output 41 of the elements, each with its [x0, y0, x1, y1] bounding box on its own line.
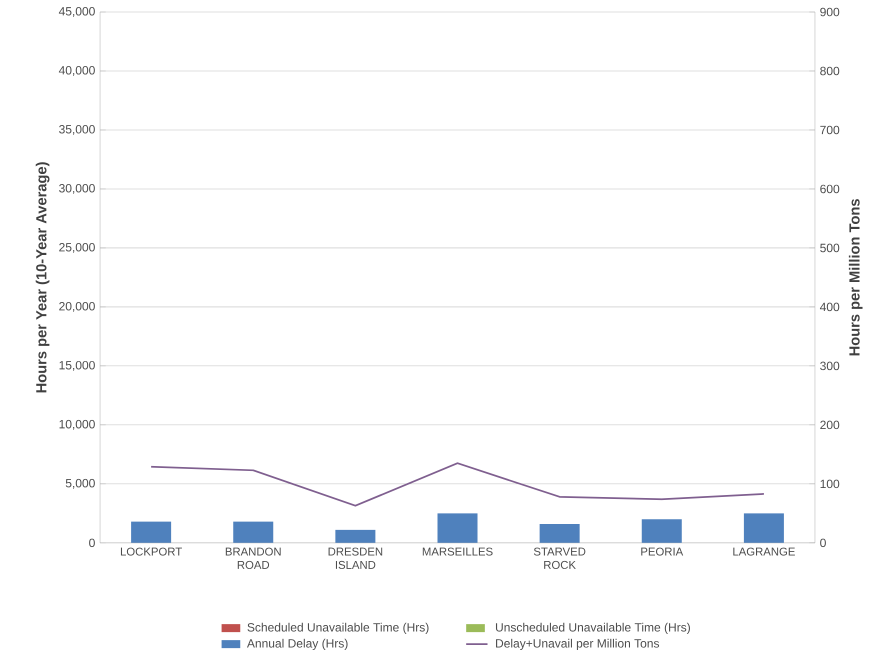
y-tick-label: 35,000 — [59, 124, 95, 135]
y2-tick-label: 0 — [820, 538, 826, 548]
y-tick-label: 45,000 — [58, 6, 95, 17]
bar — [642, 519, 682, 543]
bar — [744, 513, 784, 543]
y2-tick-label: 800 — [820, 66, 840, 76]
y-tick-label: 0 — [89, 538, 95, 548]
y2-tick-label: 200 — [820, 420, 840, 430]
y-tick-label: 30,000 — [59, 184, 95, 194]
x-tick-label: STARVED ROCK — [534, 547, 586, 569]
x-tick-label: DRESDEN ISLAND — [328, 547, 382, 569]
x-tick-label: LAGRANGE — [733, 547, 795, 556]
legend-label: Annual Delay (Hrs) — [246, 638, 348, 650]
y-tick-label: 25,000 — [59, 242, 95, 253]
bar — [540, 524, 580, 543]
bar — [233, 522, 274, 543]
y2-axis-title: Hours per Million Tons — [848, 198, 863, 356]
y2-tick-label: 100 — [820, 480, 840, 488]
y2-tick-label: 600 — [820, 184, 840, 194]
y-axis-title: Hours per Year (10-Year Average) — [36, 162, 50, 392]
bar — [438, 513, 478, 543]
y-tick-label: 15,000 — [60, 360, 95, 371]
line-series — [150, 462, 765, 506]
bar — [335, 530, 376, 543]
y-tick-label: 5,000 — [66, 478, 95, 489]
y-tick-label: 10,000 — [60, 420, 95, 430]
x-tick-label: LOCKPORT — [120, 547, 182, 556]
y2-tick-label: 500 — [820, 244, 840, 252]
y2-tick-label: 400 — [820, 302, 840, 312]
y2-tick-label: 300 — [820, 362, 840, 370]
legend-label: Scheduled Unavailable Time (Hrs) — [247, 622, 429, 634]
bar — [131, 522, 172, 543]
x-tick-label: MARSEILLES — [422, 547, 493, 556]
y-tick-label: 20,000 — [59, 302, 95, 312]
legend-label: Delay+Unavail per Million Tons — [496, 638, 660, 650]
x-tick-label: BRANDON ROAD — [226, 547, 281, 569]
y-tick-label: 40,000 — [58, 66, 95, 76]
y2-tick-label: 700 — [820, 126, 840, 134]
x-tick-label: PEORIA — [641, 547, 684, 556]
y2-tick-label: 900 — [820, 8, 840, 16]
legend-label: Unscheduled Unavailable Time (Hrs) — [496, 622, 690, 634]
